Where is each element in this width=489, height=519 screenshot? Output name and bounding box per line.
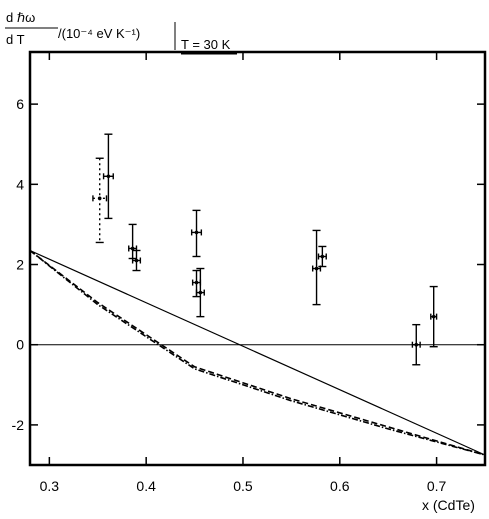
ylabel-denominator: d T <box>6 32 25 47</box>
data-marker <box>315 267 319 271</box>
data-marker <box>321 255 325 259</box>
data-marker <box>195 281 199 285</box>
data-marker <box>414 343 418 347</box>
plot-frame <box>30 52 485 465</box>
y-tick-label: 4 <box>16 176 24 192</box>
y-tick-label: 2 <box>16 257 24 273</box>
x-tick-label: 0.7 <box>427 478 447 494</box>
data-marker <box>432 315 436 319</box>
data-marker <box>98 197 102 201</box>
data-point <box>129 224 137 258</box>
x-tick-label: 0.6 <box>330 478 350 494</box>
data-marker <box>107 175 111 179</box>
data-marker <box>135 259 139 263</box>
data-point <box>412 325 420 365</box>
ylabel-condition: T = 30 K <box>181 37 231 52</box>
data-marker <box>195 231 199 235</box>
y-tick-label: 6 <box>16 96 24 112</box>
data-point <box>104 134 114 218</box>
data-point <box>313 230 321 304</box>
x-tick-label: 0.3 <box>40 478 60 494</box>
x-axis-title: x (CdTe) <box>422 497 475 513</box>
ylabel-numerator: d ℏω <box>6 10 35 25</box>
y-tick-label: -2 <box>12 417 25 433</box>
data-marker <box>131 247 135 251</box>
data-point <box>430 287 438 347</box>
data-marker <box>199 291 203 295</box>
data-point <box>192 210 202 256</box>
data-point <box>196 269 204 317</box>
data-point <box>318 246 326 266</box>
x-tick-label: 0.4 <box>136 478 156 494</box>
ylabel-units: /(10⁻⁴ eV K⁻¹) <box>58 26 140 41</box>
y-tick-label: 0 <box>16 337 24 353</box>
data-point <box>132 250 140 270</box>
x-tick-label: 0.5 <box>233 478 253 494</box>
data-point <box>93 158 107 242</box>
